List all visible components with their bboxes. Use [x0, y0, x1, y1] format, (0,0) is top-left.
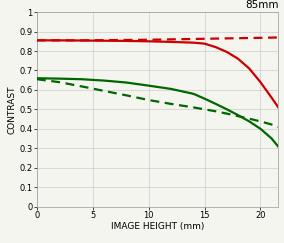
Text: 85mm: 85mm: [245, 0, 278, 10]
Y-axis label: CONTRAST: CONTRAST: [8, 85, 17, 134]
X-axis label: IMAGE HEIGHT (mm): IMAGE HEIGHT (mm): [111, 223, 204, 232]
